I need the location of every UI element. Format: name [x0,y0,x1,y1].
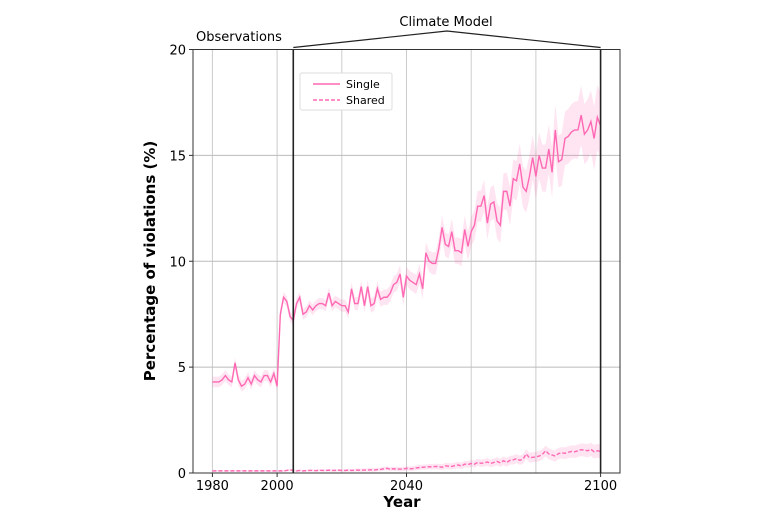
x-tick-label: 2040 [390,479,423,494]
confidence-bands [212,85,601,472]
legend-shared-label: Shared [346,94,385,107]
x-tick-label: 2100 [584,479,617,494]
bracket-line [293,30,601,49]
y-tick-label: 5 [178,361,186,376]
y-tick-label: 20 [169,44,186,59]
series-lines [212,114,602,472]
y-axis-label: Percentage of violations (%) [141,141,159,381]
x-tick-label: 2000 [261,479,294,494]
y-tick-label: 15 [169,149,186,164]
x-tick-label: 1980 [196,479,229,494]
line-single [212,114,602,388]
y-tick-label: 10 [169,255,186,270]
climate-model-bracket [293,30,601,49]
observations-annotation: Observations [196,30,282,45]
legend-single-label: Single [346,78,380,91]
line-shared [212,448,601,472]
y-tick-label: 0 [178,467,186,482]
band-shared [212,442,601,472]
legend: Single Shared [299,72,393,111]
climate-model-annotation: Climate Model [399,15,492,30]
ticks: 1980 2000 2040 2100 0 5 10 15 20 [169,44,617,495]
x-axis-label: Year [382,493,421,511]
